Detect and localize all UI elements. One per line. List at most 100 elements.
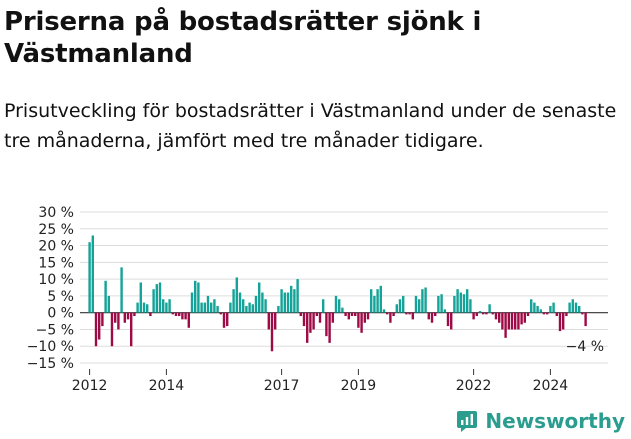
- bar: [306, 312, 309, 343]
- bar: [526, 312, 530, 317]
- bar: [114, 312, 117, 323]
- bar: [533, 302, 536, 313]
- bar: [513, 312, 517, 330]
- bar: [341, 307, 344, 313]
- gridlines: [80, 211, 608, 364]
- bar: [155, 284, 158, 313]
- bar: [462, 294, 466, 313]
- bar: [98, 312, 101, 340]
- bar: [254, 295, 258, 313]
- bar: [126, 312, 130, 320]
- bar: [104, 280, 107, 313]
- bar: [501, 312, 504, 330]
- bar: [350, 312, 354, 317]
- bar: [430, 312, 434, 323]
- bar: [222, 312, 226, 328]
- bar: [280, 289, 283, 313]
- bar: [546, 312, 549, 315]
- bar-chart: 30 %25 %20 %15 %10 %5 %0 %−5 %−10 %−15 %…: [27, 205, 608, 392]
- bar: [238, 292, 242, 313]
- bar: [245, 305, 248, 313]
- bar: [411, 312, 415, 320]
- bar: [485, 312, 488, 315]
- bar: [434, 312, 437, 317]
- bar: [347, 312, 350, 320]
- bar: [517, 312, 520, 330]
- bar: [142, 302, 146, 313]
- bar: [366, 312, 370, 320]
- bar: [162, 299, 165, 313]
- bar: [123, 312, 127, 323]
- bar: [309, 312, 312, 333]
- bar: [482, 312, 485, 315]
- bar: [302, 312, 306, 327]
- bar: [91, 235, 94, 313]
- bar: [498, 312, 501, 323]
- bar: [293, 289, 296, 313]
- bar: [258, 282, 261, 313]
- bar: [379, 285, 382, 313]
- bar: [94, 312, 98, 347]
- bar: [549, 305, 552, 313]
- bar: [491, 312, 494, 315]
- bar: [450, 312, 453, 330]
- y-tick-label: 30 %: [38, 205, 74, 221]
- bar: [149, 312, 152, 317]
- bar: [488, 304, 491, 313]
- bar: [270, 312, 274, 352]
- bar: [421, 289, 424, 313]
- bar: [446, 312, 450, 327]
- y-axis-ticks: 30 %25 %20 %15 %10 %5 %0 %−5 %−10 %−15 %: [27, 205, 74, 372]
- y-tick-label: 20 %: [38, 239, 74, 255]
- bar: [520, 312, 523, 325]
- chart-title: Priserna på bostadsrätter sjönk i Västma…: [4, 7, 482, 69]
- bar: [427, 312, 430, 320]
- bar: [539, 309, 542, 313]
- bar: [328, 312, 331, 343]
- newsworthy-icon: [457, 411, 478, 432]
- bar: [334, 295, 338, 313]
- bar: [296, 279, 299, 313]
- bar: [273, 312, 277, 330]
- bar: [494, 312, 498, 320]
- bar: [465, 289, 469, 313]
- bar: [200, 302, 203, 313]
- x-tick-label: 2017: [264, 378, 300, 392]
- bar: [139, 282, 142, 313]
- bar: [184, 312, 187, 320]
- bar: [475, 312, 478, 317]
- bar: [225, 312, 229, 327]
- bar: [213, 299, 216, 313]
- bar: [536, 305, 539, 313]
- bar: [117, 312, 120, 330]
- bar: [565, 312, 568, 317]
- bar: [181, 312, 184, 320]
- bar: [386, 312, 389, 315]
- newsworthy-logo: Newsworthy: [455, 409, 625, 433]
- bar: [107, 295, 110, 313]
- latest-value-annotation: −4 %: [566, 339, 604, 355]
- bar: [171, 312, 175, 315]
- bar: [321, 299, 325, 313]
- bar: [392, 312, 395, 317]
- bar: [568, 302, 571, 313]
- bar: [136, 302, 139, 313]
- bar: [286, 292, 290, 313]
- bar: [203, 302, 206, 313]
- bar: [312, 312, 315, 330]
- bar: [405, 312, 408, 315]
- bar: [574, 302, 578, 313]
- bar: [542, 312, 546, 315]
- bar: [571, 299, 574, 313]
- bar: [555, 312, 559, 317]
- bar: [357, 312, 360, 328]
- bar: [206, 295, 210, 313]
- bar: [376, 289, 379, 313]
- bar: [469, 299, 472, 313]
- bar: [472, 312, 475, 320]
- bar: [584, 312, 587, 327]
- bar: [424, 287, 427, 313]
- bar: [437, 295, 440, 313]
- y-tick-label: −10 %: [27, 339, 74, 355]
- y-tick-label: 5 %: [47, 289, 74, 305]
